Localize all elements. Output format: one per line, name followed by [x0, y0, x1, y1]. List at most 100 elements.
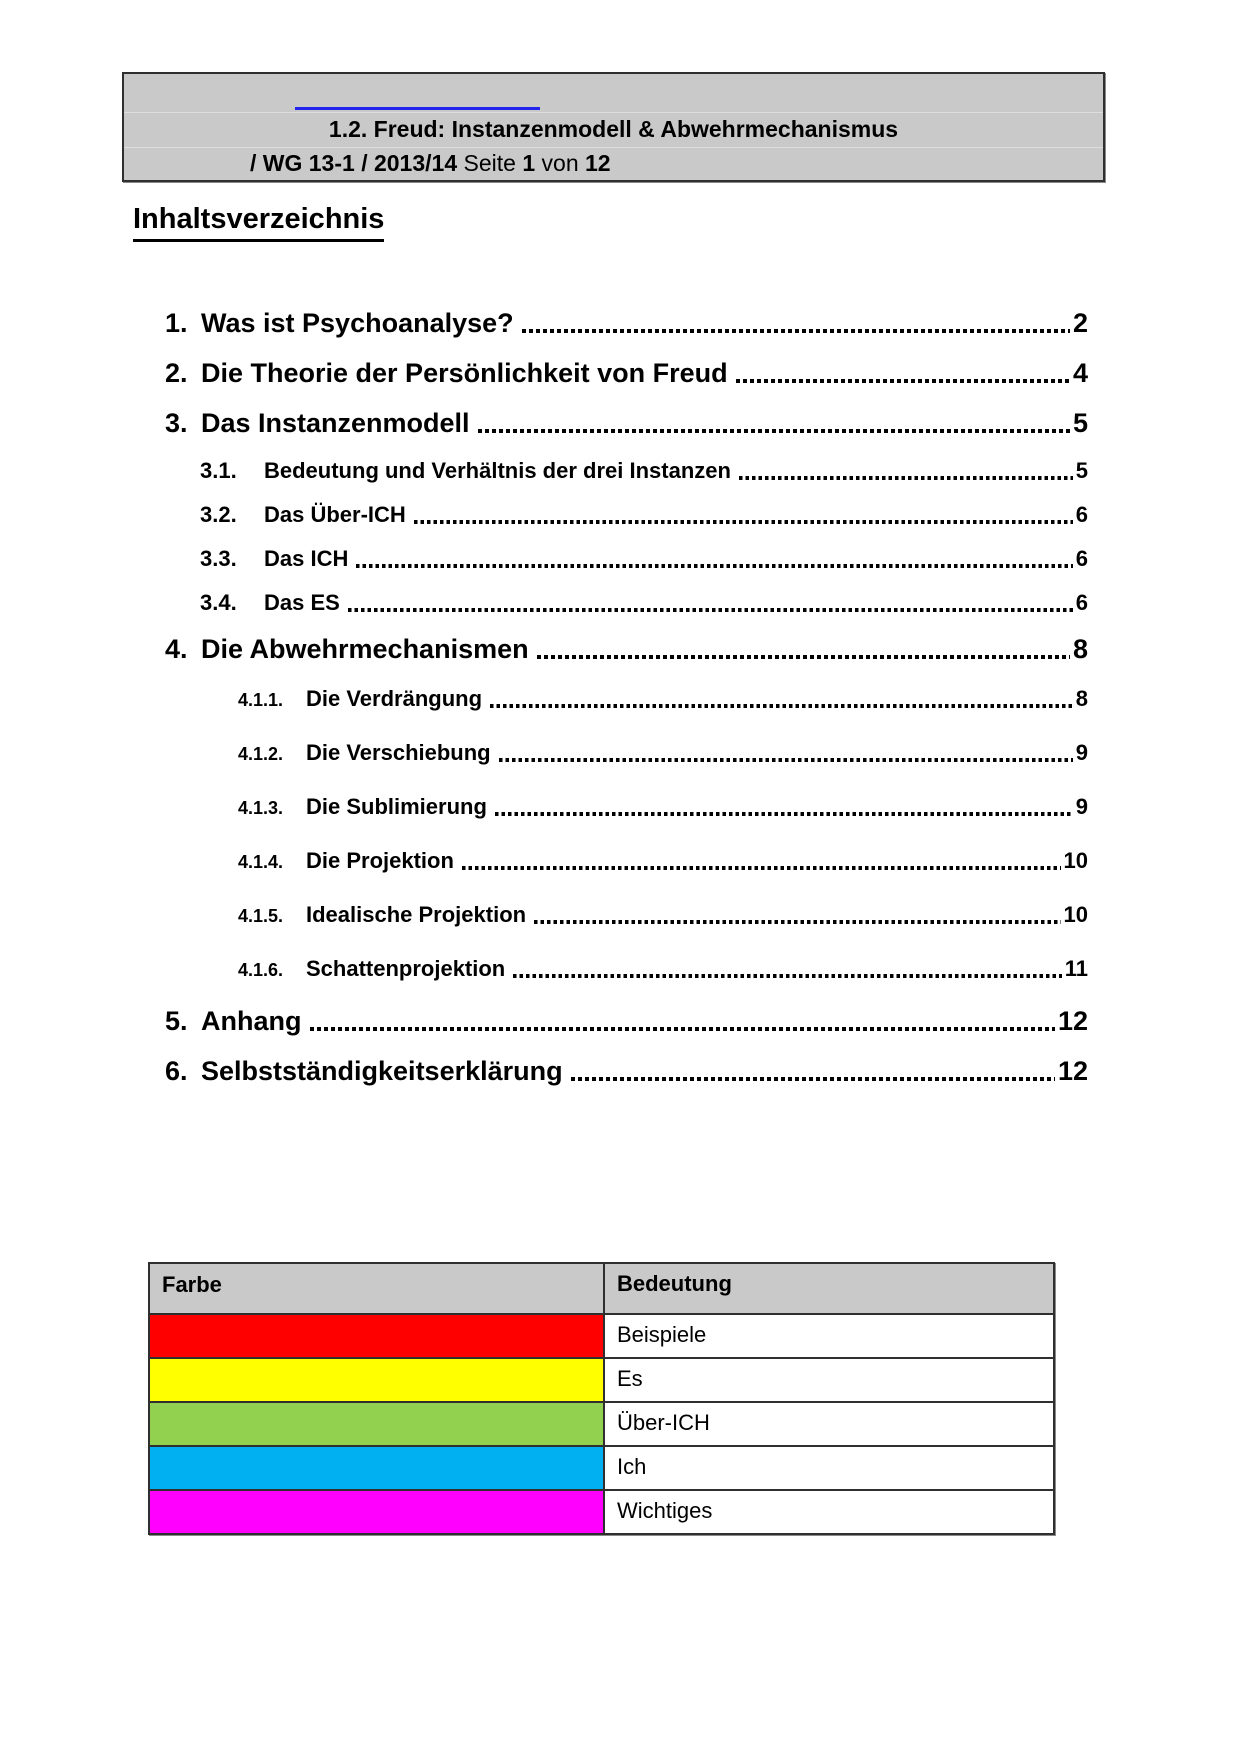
- redacted-link-underline: [295, 107, 540, 110]
- toc-entry: 6. Selbstständigkeitserklärung 12: [165, 1054, 1088, 1088]
- toc-entry-page: 6: [1075, 502, 1088, 527]
- toc-leader-dots: [356, 564, 1073, 568]
- toc-entry-number: 2.: [165, 358, 188, 388]
- toc-entry-number: 4.1.3.: [238, 798, 284, 818]
- toc-leader-dots: [347, 608, 1073, 612]
- toc-entry-page: 8: [1075, 686, 1088, 711]
- toc-entry-label: Anhang: [201, 1006, 302, 1036]
- header-meta-page-total: 12: [585, 150, 611, 176]
- legend-meaning: Es: [617, 1366, 643, 1391]
- toc-entry-label: Schattenprojektion: [306, 956, 506, 981]
- toc-entry-number: 4.1.5.: [238, 906, 284, 926]
- toc-entry-number: 1.: [165, 308, 188, 338]
- legend-meaning: Ich: [617, 1454, 647, 1479]
- toc-entry-label: Die Theorie der Persönlichkeit von Freud: [201, 358, 728, 388]
- legend-color-swatch: [150, 1403, 605, 1445]
- legend-row: Wichtiges: [150, 1489, 1053, 1533]
- toc-leader-dots: [738, 476, 1073, 480]
- toc-leader-dots: [494, 812, 1073, 816]
- legend-header-bedeutung: Bedeutung: [617, 1271, 732, 1296]
- header-meta-von-label: von: [535, 150, 586, 176]
- toc-entry-label: Das Instanzenmodell: [201, 408, 470, 438]
- toc-entry-label: Die Verschiebung: [306, 740, 491, 765]
- toc-entry-number: 6.: [165, 1056, 188, 1086]
- header-meta-page-number: 1: [522, 150, 536, 176]
- legend-row: Ich: [150, 1445, 1053, 1489]
- toc-entry-number: 3.4.: [200, 590, 237, 615]
- header-meta-seite-label: Seite: [457, 150, 523, 176]
- header-meta-line: / WG 13-1 / 2013/14 Seite 1 von 12: [124, 147, 1103, 180]
- toc-entry-label: Die Sublimierung: [306, 794, 487, 819]
- toc-entry-number: 4.1.2.: [238, 744, 284, 764]
- legend-color-swatch: [150, 1491, 605, 1533]
- toc-entry: 3.1. Bedeutung und Verhältnis der drei I…: [165, 456, 1088, 486]
- legend-row: Es: [150, 1357, 1053, 1401]
- toc-entry-label: Das ES: [264, 590, 340, 615]
- toc-entry: 1. Was ist Psychoanalyse? 2: [165, 306, 1088, 340]
- legend-color-swatch: [150, 1315, 605, 1357]
- toc-leader-dots: [735, 379, 1070, 383]
- toc-entry: 4.1.4. Die Projektion 10: [165, 846, 1088, 876]
- toc-entry-page: 12: [1057, 1006, 1088, 1036]
- header-meta-course: / WG 13-1 / 2013/14: [250, 150, 458, 176]
- toc-entry-number: 4.: [165, 634, 188, 664]
- legend-row: Über-ICH: [150, 1401, 1053, 1445]
- toc-leader-dots: [521, 329, 1070, 333]
- toc-entry-page: 10: [1063, 848, 1088, 873]
- legend-meaning: Über-ICH: [617, 1410, 710, 1435]
- toc-entry: 4. Die Abwehrmechanismen 8: [165, 632, 1088, 666]
- header-redacted-row: [124, 74, 1103, 112]
- toc-list: 1. Was ist Psychoanalyse? 2 2. Die Theor…: [165, 306, 1088, 1088]
- toc-entry-label: Die Verdrängung: [306, 686, 483, 711]
- toc-leader-dots: [534, 920, 1061, 924]
- toc-entry-number: 4.1.4.: [238, 852, 284, 872]
- toc-entry: 4.1.6. Schattenprojektion 11: [165, 954, 1088, 984]
- toc-entry-page: 9: [1075, 794, 1088, 819]
- header-title: 1.2. Freud: Instanzenmodell & Abwehrmech…: [124, 112, 1103, 147]
- toc-entry-label: Idealische Projektion: [306, 902, 527, 927]
- toc-entry-page: 5: [1075, 458, 1088, 483]
- toc-entry-number: 3.: [165, 408, 188, 438]
- toc-leader-dots: [536, 655, 1070, 659]
- toc-entry-number: 4.1.6.: [238, 960, 284, 980]
- legend-header-farbe: Farbe: [150, 1264, 605, 1313]
- toc-leader-dots: [570, 1077, 1055, 1081]
- toc-entry: 3.2. Das Über-ICH 6: [165, 500, 1088, 530]
- toc-entry: 4.1.2. Die Verschiebung 9: [165, 738, 1088, 768]
- toc-entry-page: 6: [1075, 546, 1088, 571]
- toc-leader-dots: [309, 1027, 1055, 1031]
- toc-entry-page: 9: [1075, 740, 1088, 765]
- toc-entry-page: 11: [1064, 956, 1088, 981]
- legend-meaning: Wichtiges: [617, 1498, 713, 1523]
- toc-entry-label: Das ICH: [264, 546, 349, 571]
- toc-entry-page: 10: [1063, 902, 1088, 927]
- toc-leader-dots: [513, 974, 1062, 978]
- toc-entry: 3.3. Das ICH 6: [165, 544, 1088, 574]
- toc-leader-dots: [413, 520, 1073, 524]
- toc-entry-number: 5.: [165, 1006, 188, 1036]
- page-title: Inhaltsverzeichnis: [133, 203, 385, 242]
- toc-entry-number: 3.2.: [200, 502, 237, 527]
- legend-row: Beispiele: [150, 1313, 1053, 1357]
- toc-entry-label: Was ist Psychoanalyse?: [201, 308, 514, 338]
- toc-entry-page: 4: [1072, 358, 1088, 388]
- toc-leader-dots: [477, 429, 1070, 433]
- toc-entry-label: Das Über-ICH: [264, 502, 406, 527]
- toc-entry: 4.1.3. Die Sublimierung 9: [165, 792, 1088, 822]
- toc-entry: 5. Anhang 12: [165, 1004, 1088, 1038]
- toc-entry-page: 2: [1072, 308, 1088, 338]
- toc-leader-dots: [461, 866, 1061, 870]
- toc-entry: 3. Das Instanzenmodell 5: [165, 406, 1088, 440]
- toc-entry-page: 6: [1075, 590, 1088, 615]
- toc-entry-number: 3.1.: [200, 458, 237, 483]
- toc-entry: 4.1.1. Die Verdrängung 8: [165, 684, 1088, 714]
- toc-entry-label: Bedeutung und Verhältnis der drei Instan…: [264, 458, 731, 483]
- toc-entry-page: 8: [1072, 634, 1088, 664]
- toc-entry-number: 3.3.: [200, 546, 237, 571]
- toc-entry: 2. Die Theorie der Persönlichkeit von Fr…: [165, 356, 1088, 390]
- toc-entry: 4.1.5. Idealische Projektion 10: [165, 900, 1088, 930]
- legend-color-swatch: [150, 1447, 605, 1489]
- legend-meaning: Beispiele: [617, 1322, 707, 1347]
- document-header-box: 1.2. Freud: Instanzenmodell & Abwehrmech…: [122, 72, 1105, 182]
